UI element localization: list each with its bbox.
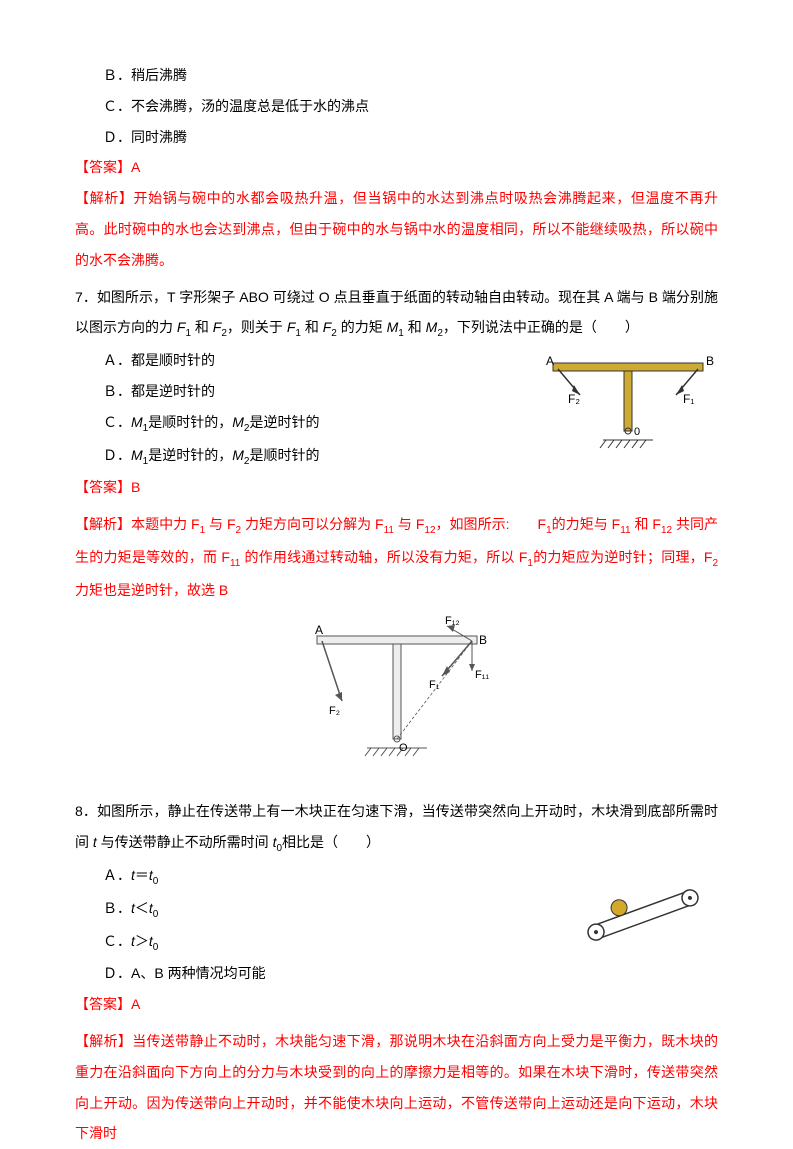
q8-diagram (568, 860, 718, 971)
svg-text:F₁₂: F₁₂ (445, 616, 460, 627)
q7-diagram-2: A B O F₁ F₁₁ F₁₂ F₂ (75, 616, 718, 787)
q8-analysis: 【解析】当传送带静止不动时，木块能匀速下滑，那说明木块在沿斜面方向上受力是平衡力… (75, 1026, 718, 1149)
q7-stem: 7．如图所示，T 字形架子 ABO 可绕过 O 点且垂直于纸面的转动轴自由转动。… (75, 282, 718, 346)
answer-value: A (131, 159, 140, 175)
q7-analysis: 【解析】本题中力 F1 与 F2 力矩方向可以分解为 F11 与 F12，如图所… (75, 509, 718, 605)
q8-num: 8． (75, 803, 97, 819)
svg-text:A: A (315, 623, 323, 637)
q6-analysis: 【解析】开始锅与碗中的水都会吸热升温，但当锅中的水达到沸点时吸热会沸腾起来，但温… (75, 183, 718, 275)
svg-text:A: A (546, 354, 554, 368)
answer-label: 【答案】 (75, 479, 131, 495)
analysis-label: 【解析】 (75, 190, 134, 206)
q8-answer: 【答案】A (75, 989, 718, 1020)
analysis-label: 【解析】 (75, 1033, 132, 1049)
analysis-label: 【解析】 (75, 516, 131, 532)
q7-num: 7． (75, 289, 97, 305)
q7-answer: 【答案】B (75, 472, 718, 503)
svg-text:F₁: F₁ (683, 392, 694, 406)
svg-text:B: B (706, 354, 714, 368)
answer-label: 【答案】 (75, 159, 131, 175)
q7-diagram-1: F₁ F₂ A B 0 (538, 345, 718, 466)
q6-answer: 【答案】A (75, 152, 718, 183)
answer-label: 【答案】 (75, 996, 131, 1012)
svg-text:B: B (479, 633, 487, 647)
svg-text:F₂: F₂ (568, 392, 580, 406)
svg-text:0: 0 (634, 426, 640, 438)
q8-stem: 8．如图所示，静止在传送带上有一木块正在匀速下滑，当传送带突然向上开动时，木块滑… (75, 796, 718, 860)
answer-value: B (131, 479, 140, 495)
answer-value: A (131, 996, 140, 1012)
svg-text:F₁₁: F₁₁ (475, 669, 489, 681)
svg-text:F₂: F₂ (329, 705, 340, 717)
q6-option-c: Ｃ．不会沸腾，汤的温度总是低于水的沸点 (75, 91, 718, 122)
svg-text:F₁: F₁ (429, 679, 440, 691)
svg-text:O: O (399, 742, 408, 754)
q6-option-d: Ｄ．同时沸腾 (75, 122, 718, 153)
q6-option-b: Ｂ．稍后沸腾 (75, 60, 718, 91)
analysis-text: 开始锅与碗中的水都会吸热升温，但当锅中的水达到沸点时吸热会沸腾起来，但温度不再升… (75, 190, 718, 268)
analysis-text: 当传送带静止不动时，木块能匀速下滑，那说明木块在沿斜面方向上受力是平衡力，既木块… (75, 1033, 718, 1141)
